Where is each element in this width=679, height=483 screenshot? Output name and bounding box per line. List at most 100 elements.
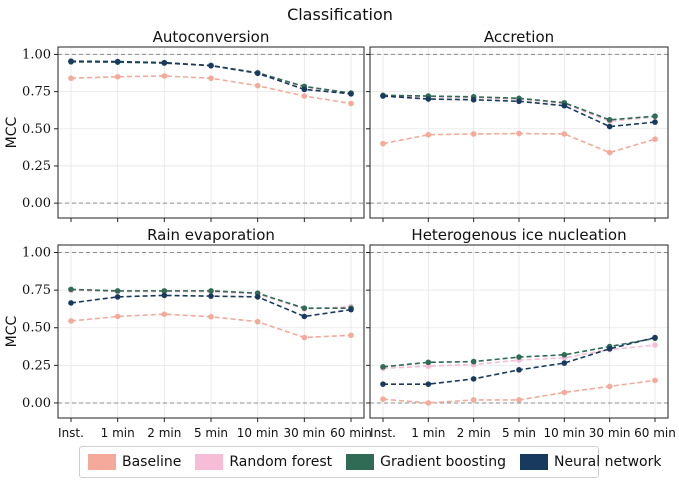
- data-point-baseline: [348, 332, 354, 339]
- panel-title: Rain evaporation: [147, 226, 275, 244]
- panel-heterogenous-ice-nucleation: Heterogenous ice nucleation Inst. 1 min 2 m…: [366, 226, 676, 440]
- legend-swatch-neural-network: [519, 454, 548, 470]
- series-neural-network: [68, 58, 354, 97]
- y-tick-label: 0.75: [22, 283, 51, 298]
- x-tick-label: 5 min: [194, 426, 228, 440]
- data-point-baseline: [301, 93, 308, 99]
- legend-label-random-forest: Random forest: [229, 454, 333, 470]
- data-point-baseline: [114, 313, 121, 320]
- series-baseline: [380, 130, 658, 156]
- figure-title: Classification: [287, 5, 393, 24]
- data-point-neural-network: [470, 376, 477, 382]
- data-point-neural-network: [380, 93, 386, 99]
- data-point-neural-network: [348, 91, 354, 97]
- panel-title: Autoconversion: [153, 28, 270, 46]
- data-point-neural-network: [516, 98, 522, 105]
- data-point-neural-network: [516, 367, 522, 373]
- data-point-gradient-boosting: [380, 364, 386, 370]
- y-axis-label: MCC: [4, 116, 20, 148]
- x-tick-label: 2 min: [147, 426, 181, 440]
- series-neural-network: [380, 93, 658, 130]
- data-point-random-forest: [652, 342, 658, 348]
- series-baseline: [380, 377, 658, 406]
- x-tick-label: 1 min: [411, 426, 445, 440]
- data-point-baseline: [301, 334, 308, 341]
- y-axis-label: MCC: [4, 315, 20, 347]
- legend-label-gradient-boosting: Gradient boosting: [380, 454, 506, 470]
- x-tick-label: 1 min: [101, 426, 135, 440]
- legend-label-baseline: Baseline: [122, 454, 182, 470]
- data-point-gradient-boosting: [161, 288, 168, 294]
- data-point-neural-network: [208, 62, 214, 69]
- data-point-neural-network: [606, 123, 613, 130]
- y-tick-label: 0.25: [22, 159, 51, 174]
- panel-rain-evaporation: Rain evaporation 1.00 0.75 0.50 0.25 0.00 MCC I…: [4, 226, 372, 440]
- panel-autoconversion: Autoconversion 1.00 0.75 0.50 0.25 0.00 MCC: [4, 28, 365, 222]
- data-point-gradient-boosting: [425, 359, 432, 366]
- data-point-gradient-boosting: [301, 305, 308, 311]
- x-tick-label: Inst.: [370, 426, 396, 440]
- data-point-neural-network: [652, 119, 658, 125]
- panel-title: Heterogenous ice nucleation: [411, 226, 626, 244]
- x-tick-label: 60 min: [330, 426, 372, 440]
- y-tick-label: 0.25: [22, 358, 51, 373]
- legend-item-neural-network: Neural network: [519, 454, 662, 470]
- data-point-baseline: [470, 397, 477, 403]
- y-tick-label: 0.00: [22, 396, 51, 411]
- legend-swatch-baseline: [88, 454, 116, 470]
- data-point-neural-network: [254, 294, 261, 300]
- data-point-neural-network: [114, 58, 121, 65]
- data-point-baseline: [254, 82, 261, 89]
- data-point-neural-network: [208, 293, 214, 299]
- data-point-neural-network: [68, 300, 74, 306]
- x-tick-label: 60 min: [634, 426, 676, 440]
- y-tick-label: 0.50: [22, 321, 51, 336]
- data-point-baseline: [380, 396, 386, 402]
- x-tick-label: 2 min: [457, 426, 491, 440]
- y-tick-label: 0.00: [22, 196, 51, 211]
- data-point-gradient-boosting: [516, 354, 522, 360]
- data-point-gradient-boosting: [561, 352, 568, 358]
- y-tick-label: 0.50: [22, 122, 51, 137]
- data-point-baseline: [470, 131, 477, 137]
- data-point-gradient-boosting: [606, 117, 613, 123]
- data-point-baseline: [606, 383, 613, 390]
- data-point-neural-network: [114, 294, 121, 300]
- data-point-baseline: [561, 389, 568, 396]
- y-tick-label: 0.75: [22, 85, 51, 100]
- data-point-baseline: [348, 100, 354, 107]
- data-point-neural-network: [380, 381, 386, 387]
- data-point-gradient-boosting: [114, 288, 121, 294]
- panels-group: Autoconversion 1.00 0.75 0.50 0.25 0.00 MCC Acc…: [4, 28, 676, 440]
- data-point-gradient-boosting: [68, 286, 74, 293]
- data-point-baseline: [425, 400, 432, 406]
- data-point-baseline: [208, 313, 214, 320]
- data-point-neural-network: [348, 306, 354, 313]
- data-point-baseline: [425, 131, 432, 138]
- data-point-neural-network: [425, 381, 432, 387]
- series-neural-network: [380, 334, 658, 387]
- data-point-neural-network: [425, 96, 432, 102]
- data-point-baseline: [561, 131, 568, 137]
- data-point-neural-network: [161, 292, 168, 299]
- legend-item-gradient-boosting: Gradient boosting: [346, 454, 506, 470]
- data-point-baseline: [208, 75, 214, 82]
- x-tick-label: 30 min: [283, 426, 325, 440]
- x-tick-label: 5 min: [502, 426, 536, 440]
- legend-label-neural-network: Neural network: [553, 454, 662, 470]
- data-point-neural-network: [301, 86, 308, 93]
- data-point-neural-network: [301, 313, 308, 320]
- data-point-baseline: [380, 140, 386, 147]
- legend: Baseline Random forest Gradient boosting…: [79, 446, 661, 478]
- data-point-neural-network: [606, 346, 613, 352]
- data-point-baseline: [652, 136, 658, 142]
- x-tick-label: 30 min: [589, 426, 631, 440]
- y-tick-label: 1.00: [22, 47, 51, 62]
- legend-swatch-gradient-boosting: [346, 454, 375, 470]
- x-tick-label: 10 min: [543, 426, 585, 440]
- data-point-baseline: [161, 311, 168, 318]
- legend-item-random-forest: Random forest: [195, 454, 332, 470]
- series-neural-network: [68, 292, 354, 320]
- y-tick-label: 1.00: [22, 246, 51, 261]
